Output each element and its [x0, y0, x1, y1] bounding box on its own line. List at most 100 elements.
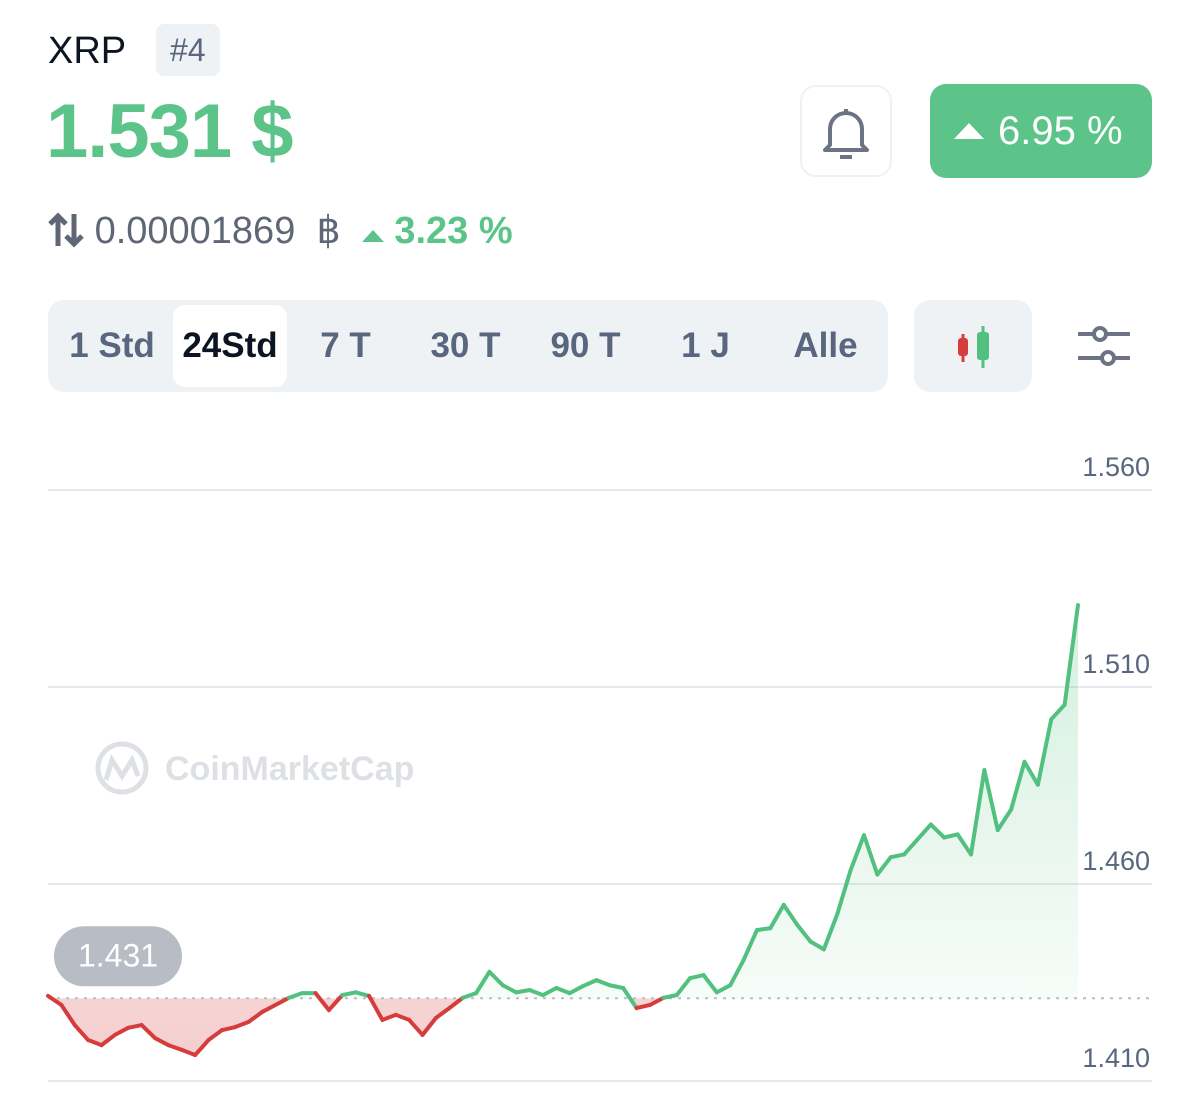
price-line-segment	[179, 1047, 198, 1057]
price-line-segment	[942, 832, 960, 840]
baseline-pill	[54, 926, 182, 987]
price-line-segment	[688, 973, 706, 981]
area-up	[48, 605, 1078, 999]
time-tab[interactable]: 1 Std	[69, 326, 155, 365]
price-line-segment	[701, 973, 719, 995]
price-line-segment	[567, 984, 586, 996]
price-line-segment	[674, 976, 693, 998]
baseline-label: 1.431	[78, 937, 158, 973]
y-tick-label: 1.460	[1082, 846, 1150, 876]
price-line-segment	[474, 969, 492, 996]
price-line-segment	[647, 995, 666, 1007]
price-line-segment	[808, 939, 826, 952]
price-line-segment	[367, 993, 385, 1022]
price-line-segment	[112, 1025, 131, 1037]
price-line-segment	[46, 993, 64, 1007]
price-line-segment	[1035, 717, 1054, 787]
btc-change: 3.23 %	[394, 210, 513, 252]
price-line-segment	[995, 807, 1014, 833]
y-tick-label: 1.510	[1082, 649, 1150, 679]
candle-icon	[958, 326, 989, 368]
price-line-segment	[861, 833, 880, 877]
settings-button[interactable]	[1076, 322, 1132, 375]
price-line-segment	[527, 987, 545, 998]
candle-toggle[interactable]	[914, 300, 1032, 392]
price-line-segment	[634, 1002, 652, 1011]
price-line-segment	[233, 1019, 251, 1030]
y-tick-label: 1.560	[1082, 452, 1150, 482]
price-line-segment	[781, 902, 800, 927]
price-line-segment	[153, 1036, 171, 1048]
price-line-segment	[340, 990, 358, 998]
price-line-segment	[433, 1006, 452, 1020]
price-line-segment	[1009, 759, 1027, 812]
price-line-segment	[420, 1015, 438, 1037]
price-line-segment	[875, 855, 893, 877]
price-line-segment	[902, 837, 920, 857]
price-line-segment	[193, 1038, 211, 1057]
change-value: 6.95 %	[998, 109, 1123, 153]
price-line-segment	[407, 1017, 425, 1037]
time-tab[interactable]: Alle	[793, 326, 858, 365]
time-tabs: 1 Std 24Std 7 T 30 T 90 T 1 J Alle	[48, 300, 888, 392]
price-line-segment	[447, 995, 465, 1011]
price-line-segment	[326, 993, 345, 1013]
price-line-segment	[982, 768, 1000, 833]
alert-button[interactable]	[800, 85, 892, 177]
time-tab[interactable]: 30 T	[430, 326, 501, 365]
price-line-segment	[166, 1043, 184, 1052]
area-down	[51, 998, 663, 1055]
price-line-segment	[607, 983, 626, 991]
up-triangle	[954, 123, 984, 139]
coin-rank: #4	[156, 24, 220, 76]
price-line-segment	[286, 991, 305, 1000]
price-line-segment	[795, 922, 813, 944]
price-line-segment	[514, 987, 532, 995]
price-line-segment	[955, 832, 973, 857]
price-line-segment	[273, 995, 291, 1007]
price-line-segment	[768, 902, 786, 931]
price-line-segment	[260, 1002, 278, 1015]
change-badge: 6.95 %	[930, 84, 1152, 178]
price-line-segment	[581, 978, 599, 989]
price-line-segment	[594, 978, 612, 988]
time-tab[interactable]: 90 T	[550, 326, 621, 365]
price-line-segment	[393, 1012, 412, 1022]
time-tab[interactable]: 7 T	[320, 326, 371, 365]
price-line-segment	[460, 991, 479, 1000]
coin-symbol: XRP	[48, 30, 127, 72]
price-line-segment	[714, 983, 733, 995]
bell-icon	[823, 109, 869, 159]
time-tab[interactable]: 24Std	[173, 305, 287, 387]
watermark: CoinMarketCap	[95, 741, 414, 795]
price-line-segment	[1049, 702, 1067, 722]
price-line-segment	[206, 1028, 224, 1043]
price-line-segment	[59, 1002, 77, 1028]
swap-icon	[48, 212, 84, 248]
price-chart: CoinMarketCap 1.410 1.460 1.510 1.560 1.431	[46, 452, 1152, 1082]
price-line-segment	[888, 852, 907, 860]
price-line-segment	[1062, 603, 1080, 707]
btc-price: 0.00001869	[94, 210, 296, 252]
btc-row: 0.00001869 ฿ 3.23 %	[48, 208, 513, 254]
up-triangle	[361, 230, 384, 242]
time-tab[interactable]: 1 J	[681, 326, 730, 365]
price-line-segment	[99, 1032, 117, 1048]
price-line-segment	[835, 868, 853, 917]
price-line-segment	[621, 986, 639, 1011]
price-line-segment	[754, 926, 773, 933]
price-line-segment	[219, 1025, 238, 1033]
y-tick-label: 1.410	[1082, 1043, 1150, 1073]
price-line-segment	[500, 983, 519, 995]
price: 1.531 $	[46, 89, 294, 174]
price-line-segment	[313, 991, 331, 1013]
price-line-segment	[728, 958, 746, 988]
price-line-segment	[86, 1038, 104, 1048]
btc-symbol: ฿	[316, 210, 341, 252]
price-line-segment	[126, 1023, 144, 1030]
watermark-text: CoinMarketCap	[165, 750, 414, 788]
price-line-segment	[487, 969, 505, 988]
price-line-segment	[72, 1023, 91, 1043]
price-line-segment	[554, 986, 572, 996]
